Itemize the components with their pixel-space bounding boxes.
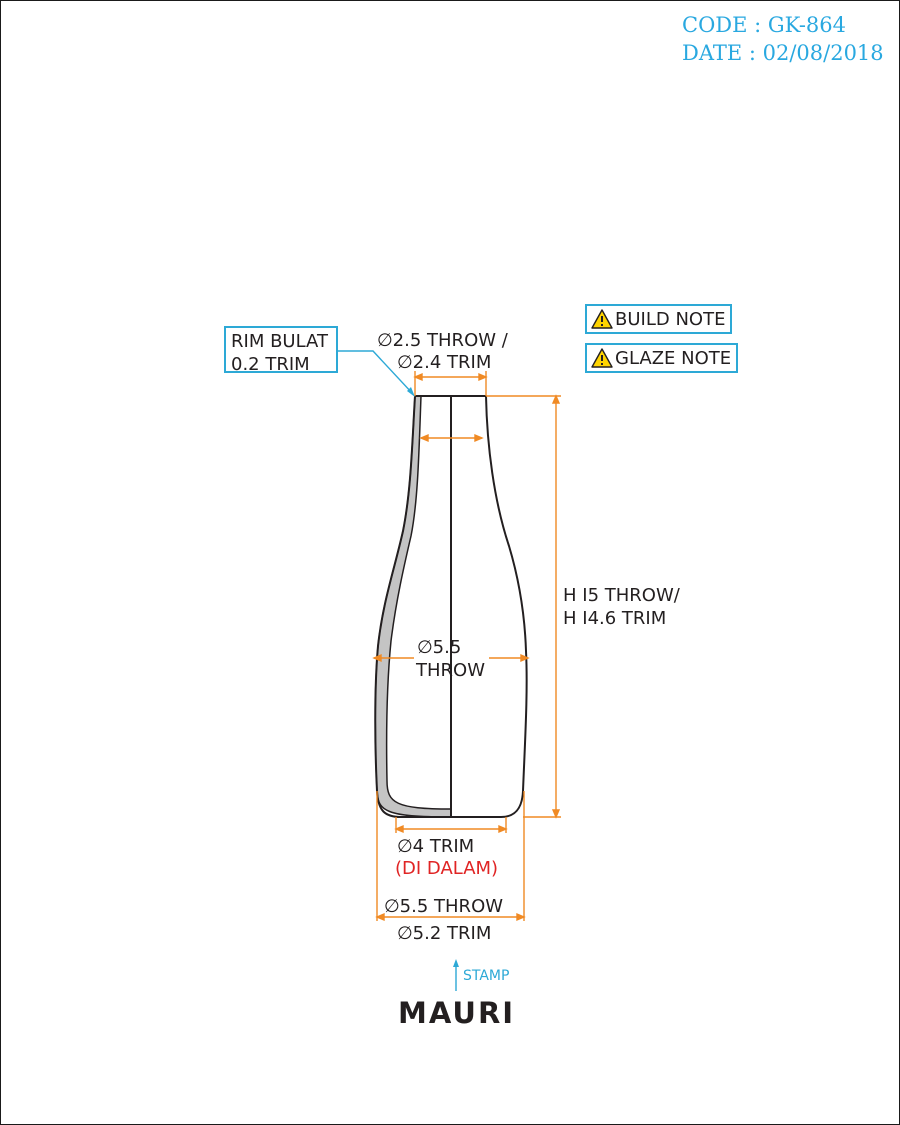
- bottle-outline-left: [374, 395, 451, 818]
- callout-leader-arrow: [407, 387, 415, 397]
- foot-dimension-line1: ∅4 TRIM: [397, 836, 475, 857]
- warning-icon: [591, 348, 613, 368]
- dimension-lines: [372, 371, 561, 922]
- build-note-button[interactable]: BUILD NOTE: [585, 304, 733, 334]
- top-dimension-line2: ∅2.4 TRIM: [397, 352, 492, 373]
- stamp-label: STAMP: [463, 968, 510, 984]
- body-dimension-line2: THROW: [416, 660, 486, 681]
- height-dimension-line2: H I4.6 TRIM: [563, 608, 667, 629]
- foot-dimension-note: (DI DALAM): [395, 858, 499, 879]
- top-dimension-line1: ∅2.5 THROW /: [377, 330, 508, 351]
- base-dimension-line1: ∅5.5 THROW: [384, 896, 504, 917]
- rim-callout-line1: RIM BULAT: [231, 331, 328, 352]
- base-dimension-line2: ∅5.2 TRIM: [397, 923, 492, 944]
- rim-callout-line2: 0.2 TRIM: [231, 354, 310, 375]
- callout-leader: [338, 350, 414, 395]
- stamp-arrow-head: [453, 959, 459, 967]
- date-label: DATE : 02/08/2018: [682, 41, 884, 65]
- header-block: CODE : GK-864 DATE : 02/08/2018: [682, 11, 884, 67]
- stamp-logo: MAURI: [398, 996, 516, 1030]
- build-note-label: BUILD NOTE: [615, 308, 726, 330]
- glaze-note-button[interactable]: GLAZE NOTE: [585, 343, 739, 373]
- height-dimension-line1: H I5 THROW/: [563, 585, 680, 606]
- code-label: CODE : GK-864: [682, 13, 846, 37]
- glaze-note-label: GLAZE NOTE: [615, 347, 732, 369]
- rim-callout-box: RIM BULAT 0.2 TRIM: [224, 326, 338, 375]
- bottle-outline-right: [451, 395, 528, 818]
- body-dimension-line1: ∅5.5: [417, 637, 462, 658]
- warning-icon: [591, 309, 613, 329]
- bottle-wall-section: [374, 395, 452, 818]
